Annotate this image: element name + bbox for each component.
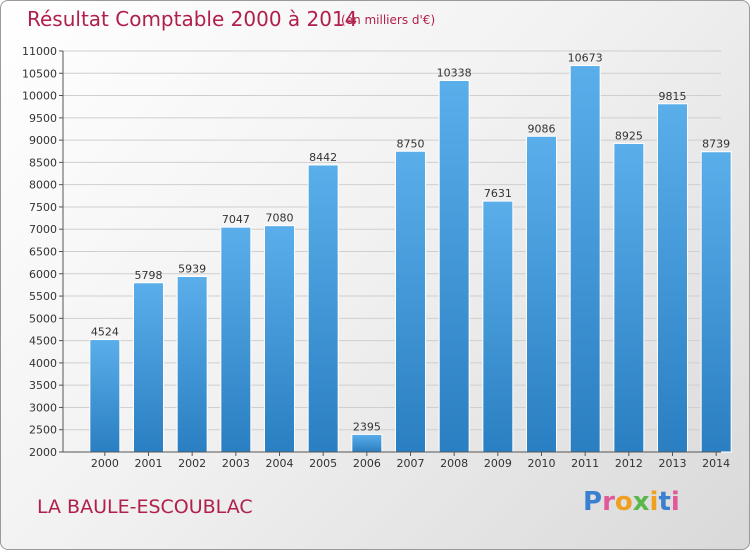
logo-letter: t (658, 487, 671, 517)
bar-value-label: 2395 (353, 420, 381, 433)
bar (220, 226, 252, 453)
logo-letter: o (614, 487, 633, 517)
y-tick-label: 8500 (29, 156, 57, 169)
x-tick-label: 2014 (702, 457, 730, 470)
logo-letter: P (583, 487, 603, 517)
bar-value-label: 7047 (222, 213, 250, 226)
x-tick-label: 2007 (397, 457, 425, 470)
bar-value-label: 9086 (528, 122, 556, 135)
bar-value-label: 8925 (615, 129, 643, 142)
y-tick-label: 6500 (29, 246, 57, 259)
y-tick-label: 4500 (29, 335, 57, 348)
proxiti-logo: Proxiti (583, 487, 680, 517)
x-tick-label: 2002 (178, 457, 206, 470)
x-tick-label: 2001 (135, 457, 163, 470)
y-tick-label: 7000 (29, 223, 57, 236)
bar-value-label: 5798 (135, 269, 163, 282)
y-tick-label: 9000 (29, 134, 57, 147)
y-axis-ticks: 2000 2500 3000 3500 4000 4500 5000 5500 6000 6500… (22, 45, 57, 459)
bar (307, 164, 339, 453)
x-tick-label: 2013 (659, 457, 687, 470)
bar-value-label: 10338 (437, 66, 472, 79)
bar (133, 282, 164, 453)
x-tick-label: 2003 (222, 457, 250, 470)
bar (526, 135, 557, 453)
x-tick-label: 2011 (571, 457, 599, 470)
bar-value-label: 8442 (309, 151, 337, 164)
bar (569, 65, 601, 453)
y-tick-label: 10000 (22, 90, 57, 103)
commune-name: LA BAULE-ESCOUBLAC (37, 496, 253, 518)
y-tick-label: 5500 (29, 290, 57, 303)
x-tick-label: 2006 (353, 457, 381, 470)
bar (89, 339, 121, 453)
y-tick-label: 3000 (29, 401, 57, 414)
bar (700, 151, 732, 453)
bar-value-label: 9815 (659, 90, 687, 103)
bar-value-label: 5939 (178, 262, 206, 275)
bar (438, 79, 470, 453)
y-tick-label: 2500 (29, 424, 57, 437)
axes (62, 51, 721, 453)
bar (351, 433, 383, 453)
x-tick-label: 2000 (91, 457, 119, 470)
bar (482, 200, 514, 453)
y-tick-label: 11000 (22, 45, 57, 58)
bar-value-label: 7631 (484, 187, 512, 200)
y-tick-label: 9500 (29, 112, 57, 125)
bar-value-label: 7080 (266, 212, 294, 225)
bar-chart: 2000 2500 3000 3500 4000 4500 5000 5500 6000 6500… (22, 45, 732, 470)
chart-title: Résultat Comptable 2000 à 2014 (27, 7, 358, 31)
logo-letter: r (602, 487, 615, 517)
bar-value-label: 10673 (568, 52, 603, 65)
bar-value-label: 4524 (91, 326, 119, 339)
y-tick-label: 3500 (29, 379, 57, 392)
y-tick-label: 6000 (29, 268, 57, 281)
bar (264, 225, 295, 453)
chart-subtitle: (en milliers d'€) (341, 13, 436, 27)
bar-value-label: 8739 (702, 138, 730, 151)
x-tick-label: 2012 (615, 457, 643, 470)
x-tick-label: 2010 (528, 457, 556, 470)
y-tick-label: 7500 (29, 201, 57, 214)
x-tick-label: 2004 (266, 457, 294, 470)
y-tick-label: 4000 (29, 357, 57, 370)
bar (613, 142, 645, 453)
y-tick-label: 8000 (29, 179, 57, 192)
bar (395, 150, 426, 453)
y-tick-label: 10500 (22, 67, 57, 80)
x-tick-label: 2008 (440, 457, 468, 470)
bar-value-label: 8750 (397, 137, 425, 150)
y-tick-label: 5000 (29, 312, 57, 325)
bar (176, 275, 208, 453)
y-tick-label: 2000 (29, 446, 57, 459)
x-tick-label: 2005 (309, 457, 337, 470)
bars: 4524 5798 5939 7047 7080 8442 2395 8750 10338 763… (89, 52, 732, 453)
logo-letter: i (670, 487, 680, 517)
logo-letter: x (632, 487, 650, 517)
logo-letter: i (649, 487, 659, 517)
x-axis-ticks: 2000 2001 2002 2003 2004 2005 2006 2007 2008 2009… (91, 452, 730, 470)
x-tick-label: 2009 (484, 457, 512, 470)
bar (657, 103, 688, 453)
